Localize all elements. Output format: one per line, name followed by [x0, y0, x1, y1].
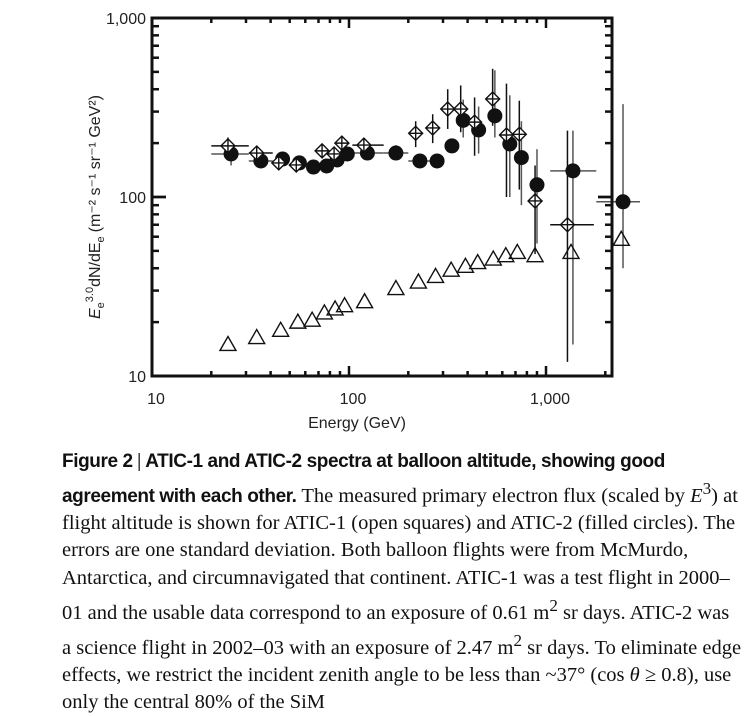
- caption-e-symbol: E: [690, 485, 703, 508]
- error-bars: [211, 68, 640, 362]
- axis-ticks: [150, 16, 612, 378]
- x-tick-label: 100: [340, 391, 367, 408]
- point-atic1: [219, 137, 236, 154]
- y-tick-label: 10: [128, 369, 146, 386]
- x-tick-label: 10: [147, 391, 165, 408]
- point-atic2: [455, 112, 471, 128]
- caption-body-2: ) at flight altitude is shown for ATIC-1…: [62, 485, 738, 624]
- point-triangle: [612, 229, 631, 247]
- y-tick-label: 1,000: [106, 11, 146, 28]
- data-points: [218, 90, 631, 352]
- point-atic2: [487, 108, 503, 124]
- point-triangle: [496, 246, 515, 263]
- point-atic1: [484, 90, 501, 107]
- caption-body-1: The measured primary electron flux (scal…: [296, 485, 691, 508]
- caption-e-sup: 3: [702, 479, 712, 499]
- y-axis-title-sub2: e: [95, 236, 107, 242]
- y-axis-title-units: (m⁻² s⁻¹ sr⁻¹ GeV²): [87, 95, 104, 232]
- point-triangle: [468, 253, 487, 270]
- point-triangle: [441, 260, 461, 277]
- point-triangle: [315, 303, 334, 320]
- point-triangle: [426, 267, 445, 284]
- x-axis-title: Energy (GeV): [308, 415, 406, 432]
- point-atic2: [339, 146, 355, 162]
- x-tick-label: 1,000: [530, 391, 570, 408]
- caption-body-4: sr days. To eliminate edge effects, we r…: [62, 636, 742, 686]
- point-atic1: [326, 145, 343, 162]
- point-triangle: [561, 243, 581, 260]
- point-atic1: [439, 101, 456, 118]
- point-atic2: [565, 163, 581, 179]
- point-atic1: [559, 216, 576, 233]
- point-triangle: [409, 272, 428, 289]
- point-triangle: [484, 249, 503, 266]
- tick-labels: 10 100 1,000 10 100 1,000: [106, 11, 570, 408]
- caption-bold-title: ATIC-1 and ATIC-2 spectra at balloon alt…: [62, 451, 665, 508]
- y-axis-title-sup: 3.0: [84, 287, 96, 302]
- y-axis-title-sub: e: [95, 302, 107, 308]
- point-triangle: [456, 256, 475, 274]
- point-atic1: [407, 125, 424, 142]
- figure-label: Figure 2: [62, 451, 133, 472]
- point-atic1: [333, 135, 350, 152]
- point-atic1: [466, 114, 483, 131]
- point-atic1: [270, 154, 287, 171]
- point-atic1: [452, 101, 469, 118]
- caption-separator: |: [136, 451, 142, 472]
- y-axis-title-E: E: [87, 308, 104, 319]
- point-atic2: [513, 150, 529, 166]
- caption-sq1: 2: [549, 595, 558, 615]
- point-atic2: [388, 145, 404, 161]
- y-axis-title-mid: dN/dE: [87, 242, 104, 286]
- point-atic1: [424, 119, 441, 136]
- point-triangle: [335, 296, 354, 313]
- point-triangle: [386, 279, 406, 296]
- plot-frame: [150, 16, 614, 378]
- figure-caption: Figure 2 | ATIC-1 and ATIC-2 spectra at ba…: [62, 448, 742, 716]
- caption-body-3: sr days. ATIC-2 was a science flight in …: [62, 601, 730, 659]
- point-triangle: [508, 243, 527, 260]
- caption-theta: θ: [629, 663, 640, 686]
- caption-sq2: 2: [513, 630, 523, 650]
- point-triangle: [288, 312, 308, 329]
- point-triangle: [355, 292, 374, 309]
- point-atic1: [248, 145, 265, 162]
- point-triangle: [247, 328, 266, 345]
- y-axis-title: Ee3.0dN/dEe(m⁻² s⁻¹ sr⁻¹ GeV²): [84, 95, 107, 319]
- point-atic1: [314, 142, 331, 159]
- point-atic2: [412, 153, 428, 169]
- point-triangle: [218, 335, 238, 352]
- point-atic2: [615, 194, 631, 210]
- point-atic1: [288, 156, 305, 173]
- y-tick-label: 100: [119, 190, 146, 207]
- point-atic2: [429, 153, 445, 169]
- point-triangle: [525, 246, 545, 263]
- point-atic1: [355, 137, 372, 154]
- point-atic2: [444, 138, 460, 154]
- point-atic1: [527, 192, 544, 209]
- point-triangle: [271, 320, 290, 338]
- point-atic1: [498, 127, 515, 143]
- point-atic2: [529, 177, 545, 193]
- point-atic2: [305, 159, 321, 175]
- point-atic1: [511, 126, 528, 143]
